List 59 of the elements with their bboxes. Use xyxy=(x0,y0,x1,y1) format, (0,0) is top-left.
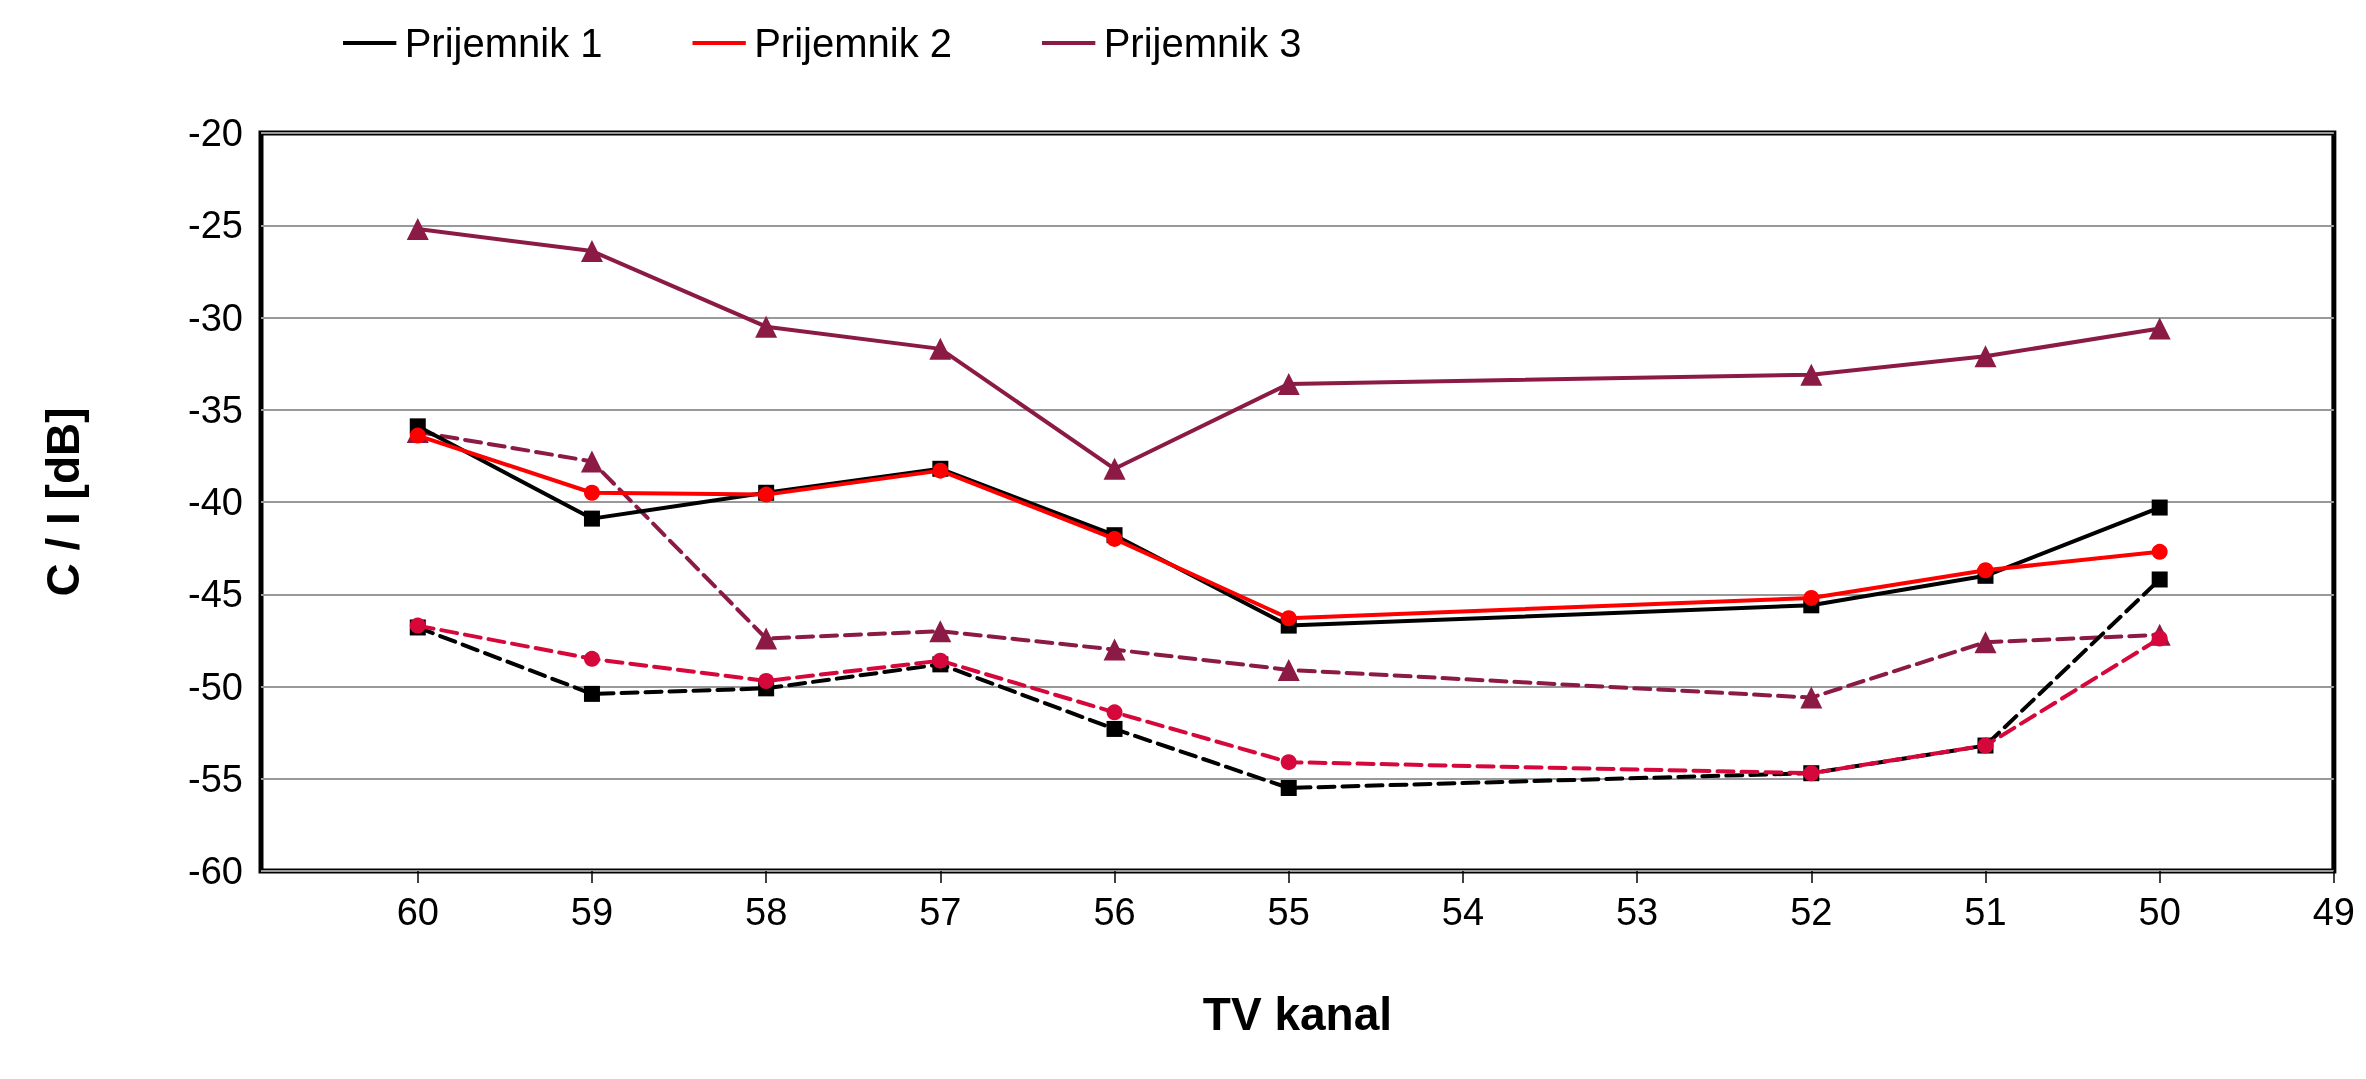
y-tick-label: -60 xyxy=(188,850,243,892)
x-tick-label: 55 xyxy=(1267,891,1310,933)
legend-label: Prijemnik 1 xyxy=(404,21,603,65)
point xyxy=(1103,638,1126,661)
point xyxy=(583,510,600,527)
point xyxy=(1280,610,1297,627)
x-axis-title: TV kanal xyxy=(1202,988,1393,1040)
point xyxy=(1977,562,1994,579)
x-tick-label: 59 xyxy=(570,891,614,933)
y-tick-label: -35 xyxy=(188,388,243,431)
x-tick-label: 49 xyxy=(2312,891,2356,933)
y-tick-label: -45 xyxy=(188,573,243,616)
point xyxy=(2151,571,2168,588)
x-tick-label: 57 xyxy=(919,891,962,933)
point xyxy=(1106,720,1123,737)
point xyxy=(1800,363,1823,386)
point xyxy=(2151,543,2168,560)
y-tick-label: -40 xyxy=(188,481,243,523)
y-tick-label: -50 xyxy=(188,665,243,708)
point xyxy=(583,650,600,667)
point xyxy=(2148,317,2171,340)
y-tick-label: -55 xyxy=(188,757,243,800)
x-tick-label: 58 xyxy=(745,891,788,933)
x-tick-label: 53 xyxy=(1615,891,1659,933)
point xyxy=(1106,704,1123,721)
y-tick-label: -20 xyxy=(188,112,243,154)
x-tick-label: 54 xyxy=(1441,891,1485,933)
point xyxy=(580,450,603,473)
point xyxy=(1974,631,1997,654)
point xyxy=(409,427,426,444)
point xyxy=(758,672,775,689)
point xyxy=(2151,499,2168,516)
point xyxy=(932,652,949,669)
y-tick-label: -25 xyxy=(188,204,243,247)
x-tick-label: 56 xyxy=(1093,891,1136,933)
point xyxy=(583,685,600,702)
point xyxy=(1103,457,1126,480)
legend-label: Prijemnik 2 xyxy=(754,21,953,65)
point xyxy=(1800,686,1823,709)
point xyxy=(755,315,778,338)
point xyxy=(1277,658,1300,681)
x-tick-label: 52 xyxy=(1790,891,1833,933)
point xyxy=(580,240,603,263)
point xyxy=(1803,589,1820,606)
y-tick-label: -30 xyxy=(188,296,243,339)
point xyxy=(1277,372,1300,395)
point xyxy=(1974,345,1997,368)
point xyxy=(406,217,429,240)
x-tick-label: 50 xyxy=(2138,891,2181,933)
x-tick-label: 51 xyxy=(1964,891,2007,933)
legend-label: Prijemnik 3 xyxy=(1103,21,1302,65)
point xyxy=(1280,754,1297,771)
point xyxy=(583,484,600,501)
point xyxy=(1280,779,1297,796)
x-tick-label: 60 xyxy=(396,891,439,933)
point xyxy=(755,627,778,650)
point xyxy=(929,337,952,360)
y-axis-title: C / I [dB] xyxy=(37,407,89,597)
point xyxy=(929,620,952,643)
